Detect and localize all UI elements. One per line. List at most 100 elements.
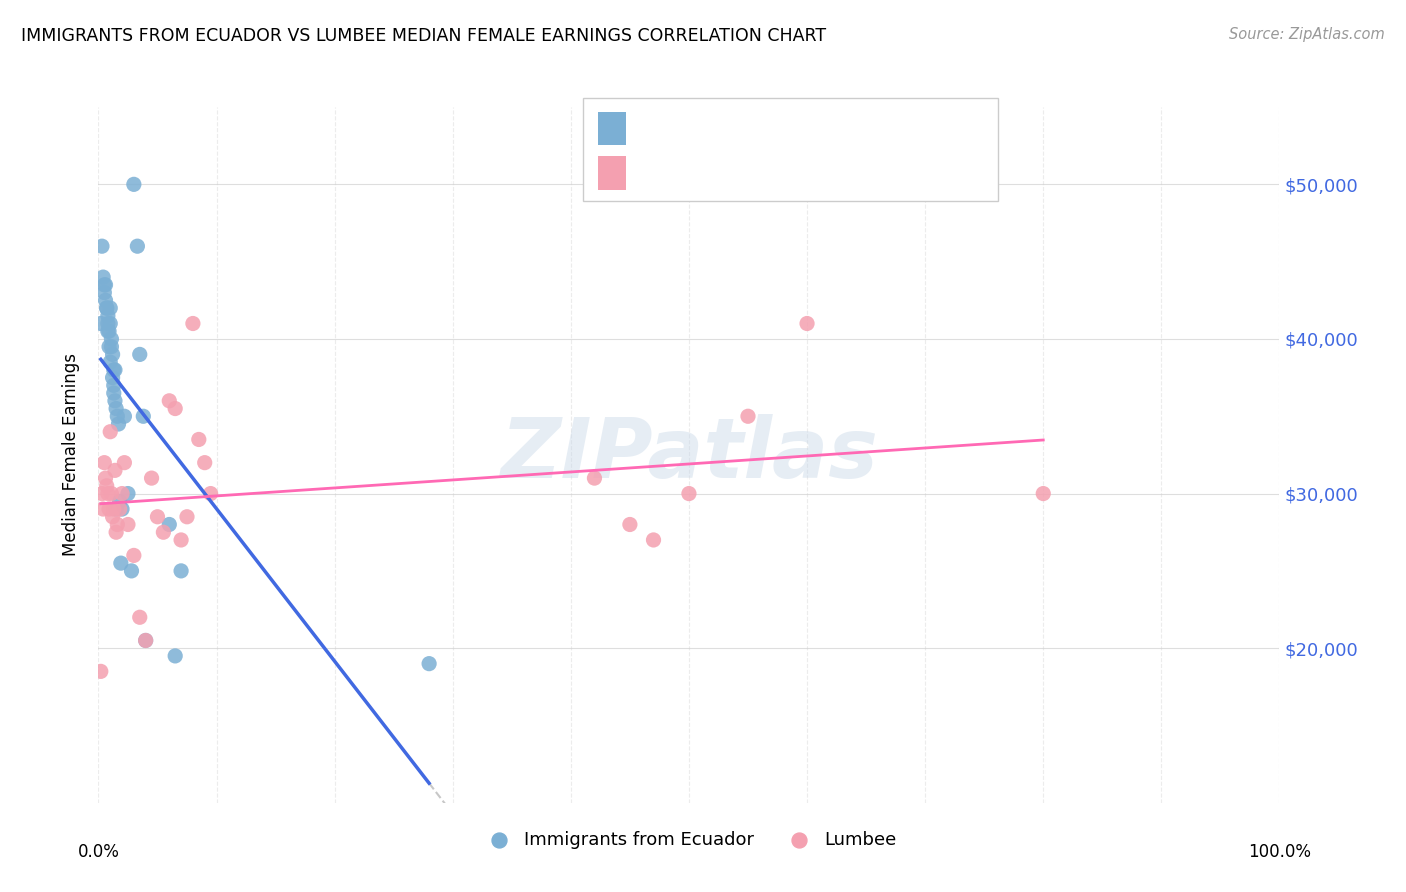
Point [97, 309, 120, 323]
Point [108, 502, 131, 516]
Point [93, 456, 115, 470]
Point [112, 409, 135, 424]
Point [90, 665, 112, 679]
Point [105, 517, 128, 532]
Point [93, 285, 115, 300]
Point [176, 509, 198, 524]
Text: IMMIGRANTS FROM ECUADOR VS LUMBEE MEDIAN FEMALE EARNINGS CORRELATION CHART: IMMIGRANTS FROM ECUADOR VS LUMBEE MEDIAN… [21, 27, 827, 45]
Point [98, 355, 121, 369]
Point [643, 533, 665, 547]
Point [1032, 486, 1054, 500]
Point [101, 509, 124, 524]
Point [619, 517, 641, 532]
Point [98, 301, 121, 315]
Point [110, 556, 132, 570]
Point [98, 425, 121, 439]
Point [128, 347, 150, 361]
Point [194, 456, 217, 470]
Point [122, 549, 145, 563]
Point [111, 502, 134, 516]
Point [94, 277, 117, 292]
Point [107, 417, 129, 431]
Point [100, 486, 122, 500]
Point [100, 340, 122, 354]
Point [141, 471, 163, 485]
Point [101, 370, 124, 384]
Point [135, 633, 157, 648]
Point [105, 502, 128, 516]
Point [94, 471, 117, 485]
Point [91, 270, 114, 285]
Point [103, 378, 125, 392]
Point [108, 494, 131, 508]
Point [104, 463, 127, 477]
Text: R =: R = [637, 164, 681, 182]
Point [796, 317, 818, 331]
Text: 0.022: 0.022 [685, 164, 749, 182]
Text: 0.0%: 0.0% [77, 843, 120, 861]
Point [122, 178, 145, 192]
Text: -0.390: -0.390 [685, 120, 749, 137]
Point [96, 479, 118, 493]
Point [97, 317, 120, 331]
Point [135, 633, 157, 648]
Point [157, 517, 180, 532]
Point [91, 239, 114, 253]
Point [97, 324, 120, 338]
Point [104, 363, 127, 377]
Point [97, 486, 120, 500]
Point [103, 386, 125, 401]
Point [91, 502, 114, 516]
Point [96, 301, 118, 315]
Point [170, 533, 193, 547]
Point [98, 502, 121, 516]
Point [128, 610, 150, 624]
Point [103, 502, 125, 516]
Y-axis label: Median Female Earnings: Median Female Earnings [62, 353, 80, 557]
Point [93, 277, 115, 292]
Text: R =: R = [637, 120, 681, 137]
Point [105, 401, 128, 416]
Text: 100.0%: 100.0% [1249, 843, 1310, 861]
Text: 40: 40 [839, 164, 860, 182]
Text: ZIPatlas: ZIPatlas [501, 415, 877, 495]
Point [101, 347, 124, 361]
Point [132, 409, 155, 424]
Point [418, 657, 440, 671]
Text: N =: N = [792, 120, 835, 137]
Point [121, 564, 143, 578]
Point [96, 301, 118, 315]
Point [105, 525, 128, 540]
Point [105, 409, 128, 424]
Point [737, 409, 759, 424]
Point [98, 324, 121, 338]
Point [157, 393, 180, 408]
Point [117, 517, 139, 532]
Text: 45: 45 [839, 120, 860, 137]
Point [181, 317, 204, 331]
Point [127, 239, 149, 253]
Point [152, 525, 174, 540]
Point [98, 340, 121, 354]
Point [104, 393, 127, 408]
Point [111, 486, 134, 500]
Point [146, 509, 169, 524]
Point [583, 471, 606, 485]
Point [94, 293, 117, 308]
Point [117, 486, 139, 500]
Point [200, 486, 222, 500]
Point [112, 456, 135, 470]
Point [103, 363, 125, 377]
Point [165, 401, 187, 416]
Point [187, 433, 209, 447]
Legend: Immigrants from Ecuador, Lumbee: Immigrants from Ecuador, Lumbee [474, 824, 904, 856]
Point [91, 486, 114, 500]
Point [98, 317, 121, 331]
Point [100, 332, 122, 346]
Text: Source: ZipAtlas.com: Source: ZipAtlas.com [1229, 27, 1385, 42]
Text: N =: N = [792, 164, 835, 182]
Point [165, 648, 187, 663]
Point [678, 486, 700, 500]
Point [170, 564, 193, 578]
Point [90, 317, 112, 331]
